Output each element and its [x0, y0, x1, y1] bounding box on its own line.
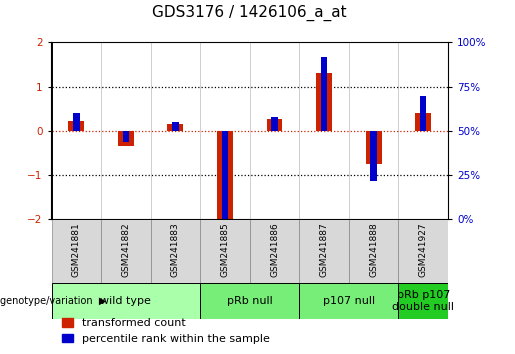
Bar — [250, 219, 299, 283]
Bar — [217, 131, 233, 222]
Bar — [150, 219, 200, 283]
Bar — [222, 131, 228, 219]
Bar — [399, 283, 448, 319]
Bar — [200, 283, 299, 319]
Bar — [52, 219, 101, 283]
Bar — [299, 283, 399, 319]
Bar — [321, 57, 328, 131]
Bar — [366, 131, 382, 164]
Bar — [52, 283, 200, 319]
Bar — [271, 117, 278, 131]
Bar — [267, 119, 283, 131]
Bar — [123, 131, 129, 142]
Text: pRb null: pRb null — [227, 296, 272, 306]
Bar — [316, 74, 332, 131]
Bar — [167, 124, 183, 131]
Text: wild type: wild type — [100, 296, 151, 306]
Text: GSM241883: GSM241883 — [171, 223, 180, 278]
Bar — [200, 219, 250, 283]
Bar — [73, 113, 79, 131]
Text: GSM241927: GSM241927 — [419, 223, 428, 277]
Bar — [172, 122, 179, 131]
Bar — [101, 219, 150, 283]
Legend: transformed count, percentile rank within the sample: transformed count, percentile rank withi… — [57, 314, 274, 348]
Bar — [118, 131, 134, 147]
Text: GSM241887: GSM241887 — [320, 223, 329, 278]
Bar — [299, 219, 349, 283]
Text: genotype/variation  ▶: genotype/variation ▶ — [0, 296, 107, 306]
Bar — [420, 96, 426, 131]
Text: p107 null: p107 null — [323, 296, 375, 306]
Bar — [415, 113, 431, 131]
Bar — [370, 131, 377, 181]
Bar — [349, 219, 399, 283]
Text: pRb p107
double null: pRb p107 double null — [392, 290, 454, 312]
Bar — [68, 121, 84, 131]
Text: GSM241886: GSM241886 — [270, 223, 279, 278]
Text: GDS3176 / 1426106_a_at: GDS3176 / 1426106_a_at — [152, 5, 347, 21]
Text: GSM241882: GSM241882 — [122, 223, 130, 277]
Bar — [399, 219, 448, 283]
Text: GSM241881: GSM241881 — [72, 223, 81, 278]
Text: GSM241888: GSM241888 — [369, 223, 378, 278]
Text: GSM241885: GSM241885 — [220, 223, 230, 278]
